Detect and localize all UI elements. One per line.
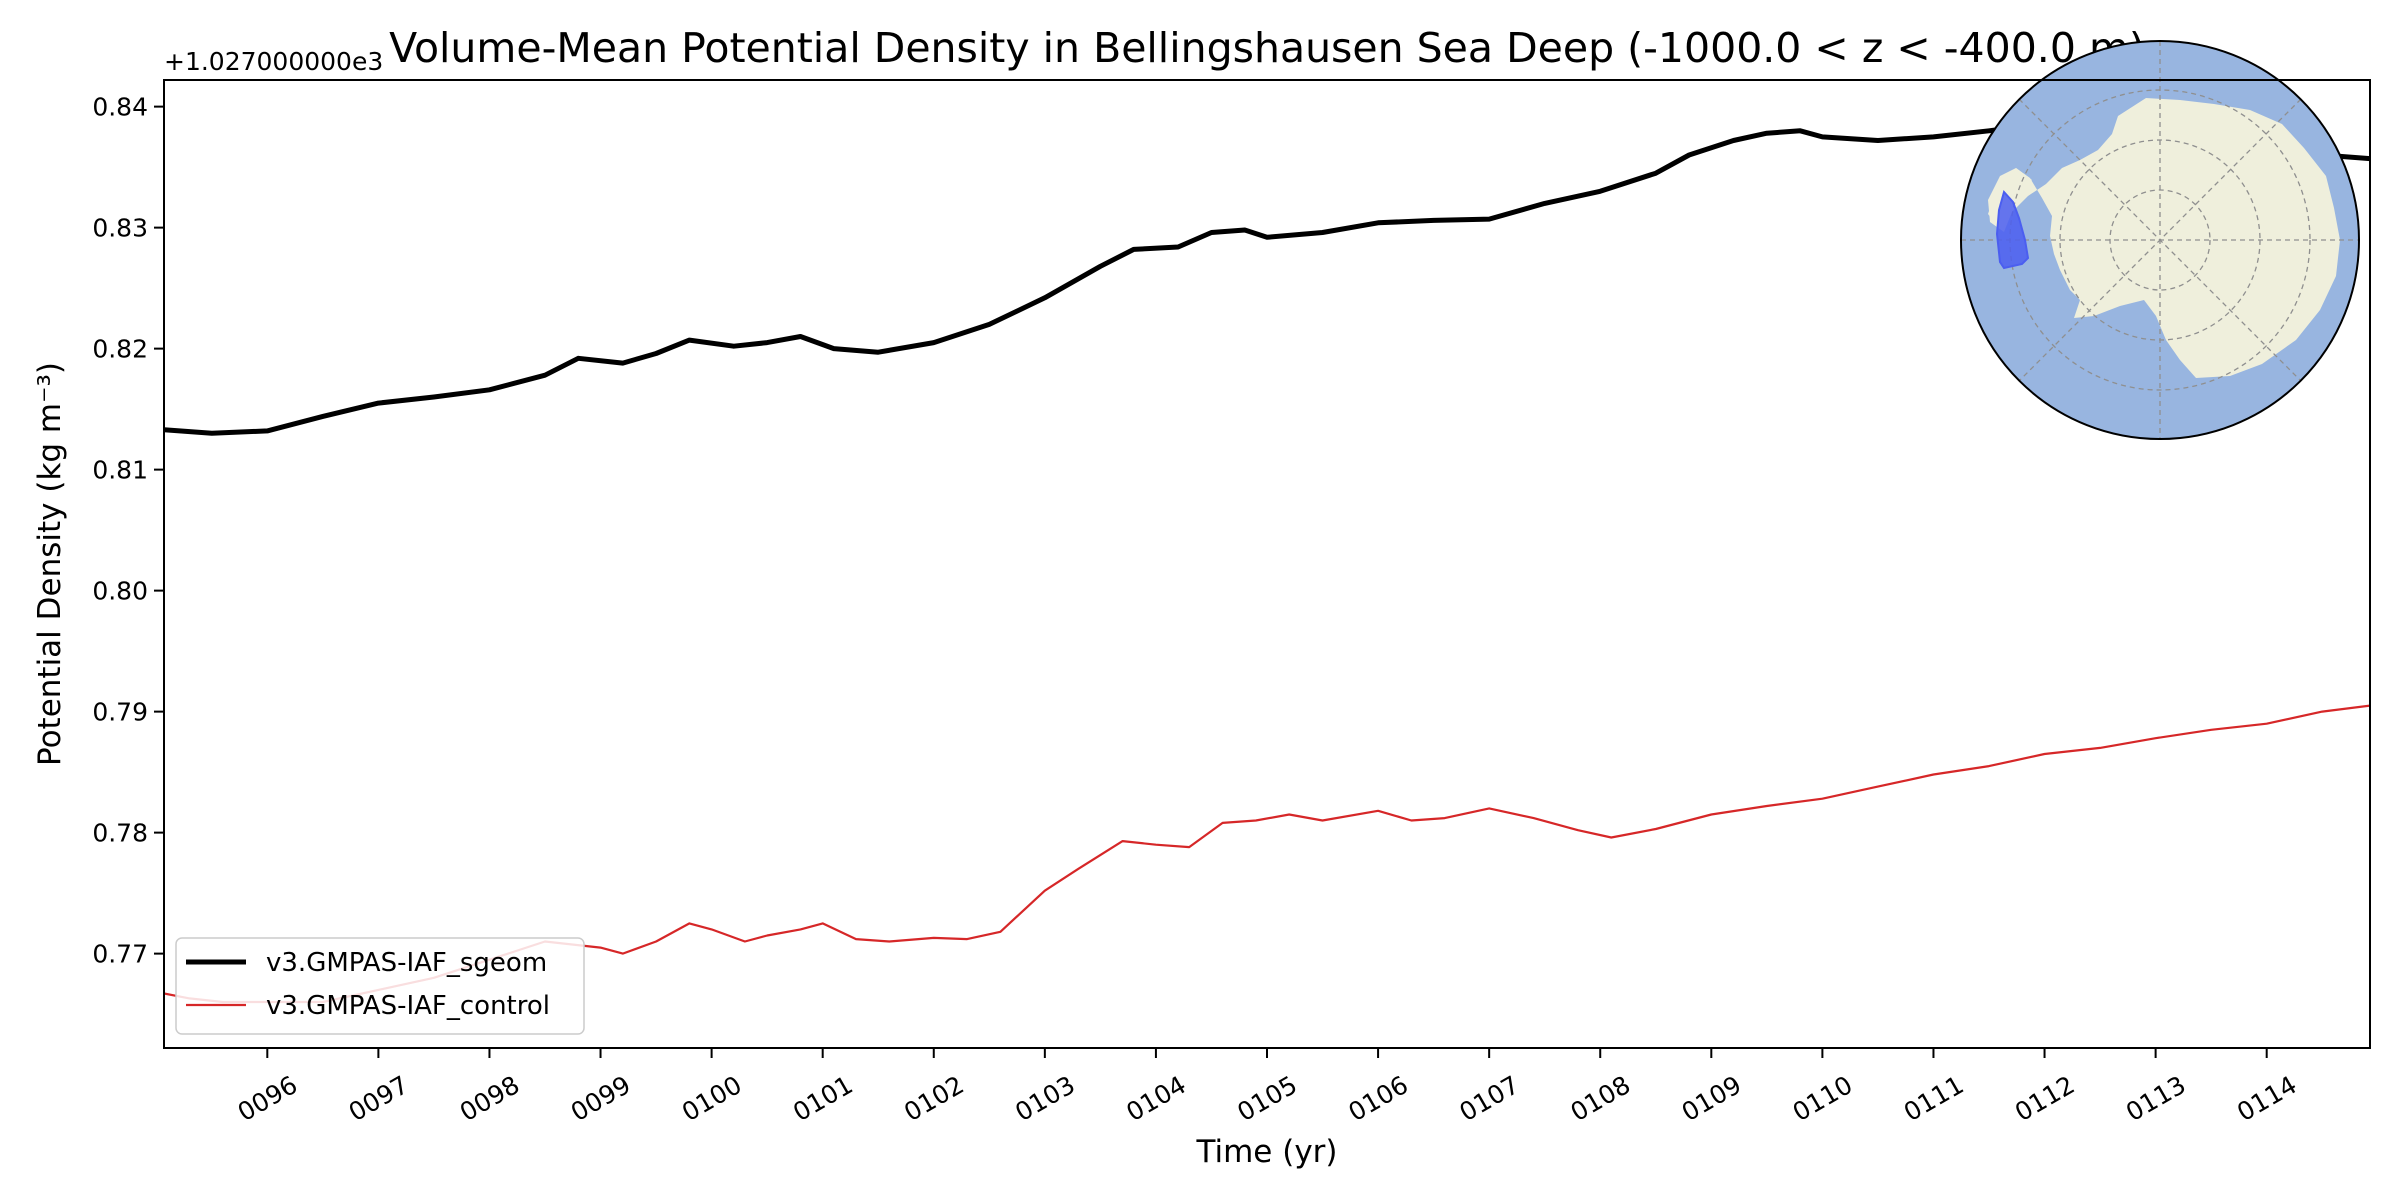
map-graticule (1961, 41, 2359, 439)
y-tick-label: 0.79 (92, 698, 148, 727)
x-axis-label: Time (yr) (1196, 1134, 1338, 1170)
y-tick-label: 0.77 (92, 940, 148, 969)
antarctica-inset-map (1960, 40, 2360, 440)
legend-box (175, 937, 585, 1035)
map-boundary (1960, 40, 2360, 440)
x-tick-label: 0099 (566, 1070, 636, 1127)
x-tick-label: 0096 (233, 1070, 303, 1127)
x-tick-label: 0113 (2121, 1070, 2191, 1127)
x-tick-label: 0106 (1343, 1070, 1413, 1127)
legend: v3.GMPAS-IAF_sgeom v3.GMPAS-IAF_control (175, 937, 585, 1035)
y-tick-label: 0.82 (92, 335, 148, 364)
chart-title: Volume-Mean Potential Density in Belling… (389, 24, 2145, 72)
x-tick-label: 0104 (1121, 1070, 1191, 1127)
x-tick-label: 0107 (1455, 1070, 1525, 1127)
map-land-antarctica (1988, 98, 2340, 378)
y-tick-label: 0.80 (92, 577, 148, 606)
bellingshausen-sea-region (1995, 189, 2030, 270)
x-tick-label: 0098 (455, 1070, 525, 1127)
x-tick-label: 0112 (2010, 1070, 2080, 1127)
x-tick-label: 0111 (1899, 1070, 1969, 1127)
axes-frame (163, 79, 2371, 1049)
x-tick-label: 0109 (1677, 1070, 1747, 1127)
y-tick-label: 0.81 (92, 456, 148, 485)
x-tick-label: 0103 (1010, 1070, 1080, 1127)
x-tick-label: 0110 (1788, 1070, 1858, 1127)
y-axis-ticks: 0.77 0.78 0.79 0.80 0.81 0.82 0.83 0.84 (92, 93, 164, 969)
x-tick-label: 0114 (2232, 1070, 2302, 1127)
x-tick-label: 0101 (788, 1070, 858, 1127)
x-tick-label: 0105 (1232, 1070, 1302, 1127)
x-tick-label: 0102 (899, 1070, 969, 1127)
series-line-sgeom (164, 116, 2370, 436)
y-tick-label: 0.84 (92, 93, 148, 122)
y-axis-offset-label: +1.027000000e3 (164, 47, 383, 76)
x-tick-label: 0100 (677, 1070, 747, 1127)
x-axis-ticks: 0096 0097 0098 0099 0100 0101 0102 0103 0104 0105… (233, 1048, 2302, 1127)
legend-label-control: v3.GMPAS-IAF_control (266, 991, 550, 1021)
x-tick-label: 0108 (1566, 1070, 1636, 1127)
x-tick-label: 0097 (344, 1070, 414, 1127)
y-axis-label: Potential Density (kg m⁻³) (32, 362, 68, 766)
legend-label-sgeom: v3.GMPAS-IAF_sgeom (266, 948, 547, 978)
y-tick-label: 0.83 (92, 214, 148, 243)
y-tick-label: 0.78 (92, 819, 148, 848)
